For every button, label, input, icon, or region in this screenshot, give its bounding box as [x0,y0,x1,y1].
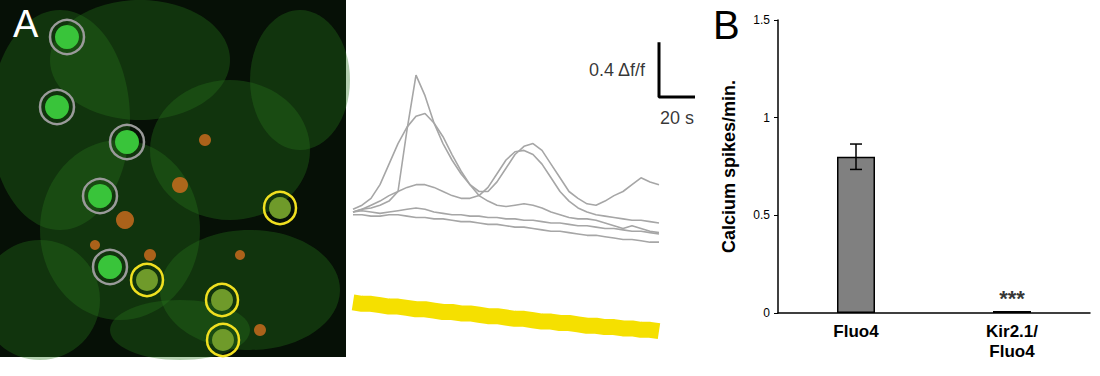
svg-text:1.5: 1.5 [753,13,770,27]
svg-text:Fluo4: Fluo4 [989,342,1035,361]
svg-text:***: *** [999,286,1025,311]
svg-text:1: 1 [763,111,770,125]
svg-text:20 s: 20 s [660,108,694,128]
svg-text:0.4 Δf/f: 0.4 Δf/f [589,60,646,80]
svg-text:0.5: 0.5 [753,208,770,222]
svg-text:Fluo4: Fluo4 [833,322,879,341]
svg-text:Calcium spikes/min.: Calcium spikes/min. [719,80,739,253]
svg-text:Kir2.1/: Kir2.1/ [986,322,1038,341]
svg-text:B: B [713,3,740,47]
svg-text:A: A [13,3,39,45]
svg-text:0: 0 [763,306,770,320]
